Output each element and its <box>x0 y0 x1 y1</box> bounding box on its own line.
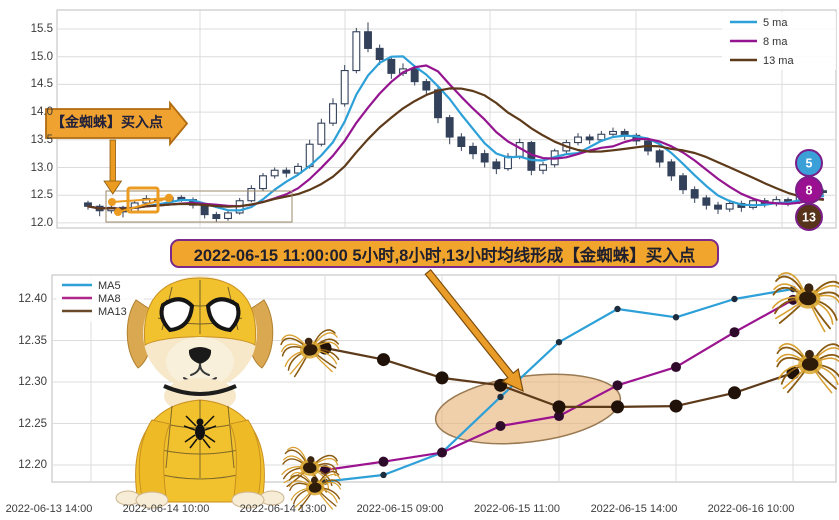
legend-label: MA5 <box>98 280 121 292</box>
buy-point-arrow <box>424 268 524 393</box>
dog-nose <box>188 347 212 364</box>
banner-arrow-shaft <box>109 139 116 183</box>
banner-arrow-head <box>103 180 123 195</box>
ma-badges: 5 8 13 <box>795 149 823 231</box>
legend-item-ma13[interactable]: MA13 <box>62 306 127 318</box>
badge-13-label: 13 <box>802 211 816 225</box>
mask-eye <box>205 297 241 333</box>
legend-label: MA8 <box>98 293 121 305</box>
spider-icon <box>770 337 839 399</box>
badge-8-label: 8 <box>806 184 813 198</box>
legend-item-5ma[interactable]: 5 ma <box>730 17 788 29</box>
spider-dog-mascot <box>115 276 285 509</box>
buy-point-banner <box>45 100 189 147</box>
legend-label: 5 ma <box>763 17 788 29</box>
ma-cross-dot <box>108 198 116 206</box>
spider-emblem <box>183 415 217 449</box>
bottom-chart-lines <box>318 285 800 485</box>
ma-cross-dot <box>164 193 174 203</box>
legend-label: 13 ma <box>763 55 794 67</box>
badge-13-circle[interactable] <box>795 203 823 231</box>
legend-item-13ma[interactable]: 13 ma <box>730 55 794 67</box>
spider-zone-box <box>105 190 293 223</box>
top-chart-legend: 5 ma 8 ma 13 ma <box>722 12 836 70</box>
ma-cross-dot <box>114 208 122 216</box>
top-chart-buy-annotation <box>45 100 293 223</box>
mask-eye <box>159 297 195 333</box>
badge-5-label: 5 <box>806 157 813 171</box>
top-chart-ma-lines <box>86 55 825 212</box>
golden-spider-callout: 2022-06-15 11:00:00 5小时,8小时,13小时均线形成【金蜘蛛… <box>170 239 719 268</box>
spider-icon <box>274 323 347 384</box>
legend-label: MA13 <box>98 306 127 318</box>
legend-item-ma5[interactable]: MA5 <box>62 280 121 292</box>
golden-spider-ellipse-highlight <box>434 373 622 445</box>
legend-item-ma8[interactable]: MA8 <box>62 293 121 305</box>
buy-point-banner-label: 【金蜘蛛】买入点 <box>51 114 163 130</box>
legend-label: 8 ma <box>763 36 788 48</box>
spider-icon <box>764 269 839 336</box>
legend-item-8ma[interactable]: 8 ma <box>730 36 788 48</box>
